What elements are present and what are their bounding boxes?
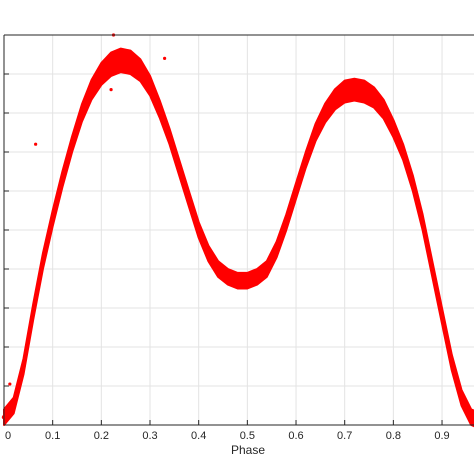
data-point [391, 126, 396, 131]
data-point [225, 274, 231, 279]
x-tick-label: 0.5 [240, 430, 255, 442]
grid [4, 35, 474, 425]
data-points [1, 33, 474, 420]
x-tick-label: 0.4 [191, 430, 206, 442]
data-point [157, 106, 162, 112]
data-point [381, 106, 386, 112]
data-point [99, 71, 104, 77]
data-point [108, 62, 114, 67]
data-point [245, 278, 250, 283]
x-axis-ticks: 0 0.1 0.2 0.3 0.4 0.5 0.6 0.7 0.8 0.9 [3, 420, 450, 442]
data-point [293, 188, 299, 194]
x-tick-label: 0.2 [94, 430, 109, 442]
outlier-point [34, 142, 38, 146]
data-point [459, 395, 464, 400]
x-tick-label: 0 [5, 430, 11, 442]
x-axis-label: Phase [231, 443, 265, 457]
data-point [147, 83, 153, 88]
data-point [69, 142, 75, 147]
data-point [206, 251, 211, 256]
data-point [11, 403, 16, 408]
data-point [31, 309, 36, 315]
data-point [196, 227, 201, 233]
data-point [313, 130, 318, 135]
data-point [128, 60, 133, 65]
data-point [284, 220, 289, 225]
data-point [215, 266, 221, 272]
data-point [60, 177, 65, 182]
data-point [118, 58, 124, 63]
data-point [40, 259, 46, 264]
data-point [50, 216, 55, 221]
outlier-point [116, 70, 120, 74]
x-tick-label: 0.6 [288, 430, 303, 442]
data-point [138, 67, 143, 73]
data-point [186, 196, 192, 201]
data-point [400, 149, 406, 155]
data-point [254, 274, 260, 279]
data-point [274, 247, 279, 252]
data-point [332, 97, 338, 102]
data-point [89, 87, 94, 92]
data-point [21, 364, 26, 369]
x-tick-label: 0.7 [337, 430, 352, 442]
outlier-point [8, 382, 12, 386]
data-point [303, 157, 308, 162]
data-point [323, 110, 328, 116]
data-point [361, 89, 367, 94]
data-point [410, 181, 416, 186]
data-point [342, 89, 347, 94]
data-point [430, 266, 435, 272]
data-point [235, 278, 240, 283]
data-point [371, 95, 377, 100]
outlier-point [109, 88, 113, 92]
data-band [3, 47, 474, 428]
x-tick-label: 0.8 [386, 430, 401, 442]
data-point [439, 313, 445, 318]
x-tick-label: 0.9 [434, 430, 449, 442]
light-curve-band [3, 47, 474, 428]
x-tick-label: 0.1 [45, 430, 60, 442]
data-point [352, 87, 357, 92]
data-point [449, 360, 454, 365]
data-point [420, 220, 425, 225]
data-point [264, 266, 270, 272]
data-point [167, 134, 172, 139]
data-point [469, 415, 474, 420]
data-point [79, 110, 85, 116]
outlier-point [163, 56, 167, 61]
data-point [177, 165, 182, 170]
axes [3, 34, 474, 426]
x-tick-label: 0.3 [142, 430, 157, 442]
